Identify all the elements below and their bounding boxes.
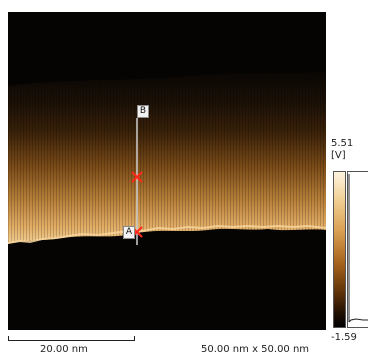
histogram-graphic (348, 174, 368, 323)
scale-bar (8, 336, 135, 341)
profile-end-label[interactable]: B (137, 105, 149, 118)
scale-bar-label: 20.00 nm (40, 344, 88, 355)
cross-icon[interactable] (131, 171, 143, 183)
surface-edge (8, 224, 326, 244)
image-size-label: 50.00 nm x 50.00 nm (201, 344, 310, 355)
profile-start-label[interactable]: A (123, 226, 135, 239)
scan-image-graphic (8, 72, 326, 245)
colorscale-unit: [V] (331, 150, 346, 161)
scan-image[interactable] (8, 12, 326, 330)
colorscale-min-value: -1.59 (331, 332, 357, 343)
colorscale-bar[interactable] (333, 171, 346, 328)
value-histogram (347, 171, 368, 328)
colorscale-max-value: 5.51 (331, 138, 354, 149)
